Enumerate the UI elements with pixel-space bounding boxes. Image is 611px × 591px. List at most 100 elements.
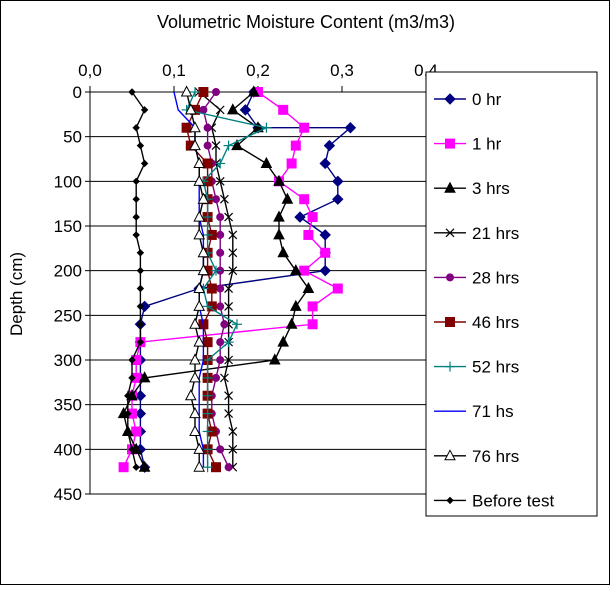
point-5-21 bbox=[211, 462, 221, 473]
point-8-11 bbox=[193, 281, 206, 294]
point-6-8 bbox=[202, 229, 213, 240]
point-6-4 bbox=[215, 158, 226, 169]
point-1-19 bbox=[131, 426, 142, 437]
point-8-0 bbox=[180, 85, 193, 97]
point-6-10 bbox=[211, 265, 221, 276]
legend-marker-1 bbox=[445, 138, 455, 149]
point-2-6 bbox=[281, 192, 294, 204]
legend-label-3: 21 hrs bbox=[472, 224, 519, 243]
point-3-16 bbox=[219, 373, 229, 383]
point-2-14 bbox=[277, 335, 290, 347]
point-1-1 bbox=[278, 104, 289, 115]
point-9-19 bbox=[124, 427, 132, 436]
point-9-20 bbox=[128, 445, 136, 454]
point-3-5 bbox=[215, 176, 225, 186]
point-1-10 bbox=[299, 265, 310, 276]
point-6-14 bbox=[223, 337, 234, 348]
point-5-0 bbox=[198, 87, 209, 97]
legend-marker-9 bbox=[446, 496, 454, 505]
legend-label-8: 76 hrs bbox=[472, 447, 519, 466]
legend-label-9: Before test bbox=[472, 491, 554, 510]
point-3-20 bbox=[228, 444, 238, 454]
point-5-4 bbox=[202, 158, 213, 169]
point-6-2 bbox=[261, 122, 272, 133]
point-2-5 bbox=[273, 174, 285, 186]
x-tick-label-0: 0,0 bbox=[78, 61, 102, 80]
point-0-3 bbox=[344, 122, 357, 134]
point-2-1 bbox=[226, 103, 239, 115]
point-9-5 bbox=[132, 177, 140, 186]
point-3-19 bbox=[228, 427, 238, 436]
point-3-8 bbox=[228, 230, 238, 240]
point-3-7 bbox=[224, 212, 234, 222]
point-1-3 bbox=[290, 140, 301, 151]
point-6-12 bbox=[202, 301, 213, 312]
point-3-6 bbox=[219, 194, 229, 204]
point-0-8 bbox=[294, 211, 306, 223]
point-3-17 bbox=[224, 391, 234, 401]
point-9-4 bbox=[140, 159, 149, 168]
point-1-21 bbox=[118, 462, 129, 473]
series-9 bbox=[124, 88, 149, 471]
point-0-19 bbox=[134, 407, 147, 420]
point-8-1 bbox=[184, 103, 197, 115]
point-2-12 bbox=[289, 299, 302, 311]
point-1-6 bbox=[299, 194, 310, 205]
series-line-8 bbox=[185, 91, 205, 468]
legend-marker-6 bbox=[445, 361, 455, 372]
point-9-1 bbox=[140, 106, 149, 114]
point-9-9 bbox=[136, 249, 145, 257]
point-9-11 bbox=[136, 284, 145, 293]
point-6-13 bbox=[232, 319, 242, 330]
series-line-9 bbox=[127, 91, 146, 468]
point-5-14 bbox=[202, 337, 213, 348]
point-8-10 bbox=[197, 264, 210, 276]
point-4-20 bbox=[216, 445, 225, 454]
legend: 0 hr 1 hr 3 hrs 21 hrs 28 hrs 46 hrs 52 hrs 71 … bbox=[425, 71, 598, 517]
point-6-7 bbox=[202, 212, 213, 223]
point-9-13 bbox=[136, 320, 145, 328]
point-2-10 bbox=[289, 264, 302, 276]
point-8-3 bbox=[189, 139, 201, 151]
point-2-16 bbox=[138, 371, 151, 383]
point-8-14 bbox=[193, 335, 206, 347]
point-9-15 bbox=[128, 356, 136, 364]
point-0-11 bbox=[319, 264, 331, 277]
legend-label-1: 1 hr bbox=[472, 135, 502, 154]
point-8-8 bbox=[193, 228, 206, 240]
legend-label-6: 52 hrs bbox=[472, 358, 519, 377]
point-3-12 bbox=[224, 301, 234, 311]
point-4-15 bbox=[216, 356, 225, 364]
legend-marker-8 bbox=[444, 449, 456, 461]
point-4-9 bbox=[216, 248, 225, 257]
point-3-3 bbox=[211, 141, 221, 151]
point-0-18 bbox=[134, 390, 147, 402]
point-1-8 bbox=[303, 229, 314, 240]
point-8-19 bbox=[189, 424, 201, 436]
y-tick-label-5: 250 bbox=[54, 306, 82, 325]
point-3-9 bbox=[228, 248, 238, 258]
point-1-7 bbox=[307, 212, 318, 223]
legend-marker-3 bbox=[445, 228, 455, 238]
point-8-4 bbox=[193, 156, 206, 168]
point-0-1 bbox=[239, 104, 252, 116]
y-tick-label-2: 100 bbox=[54, 172, 82, 191]
point-4-14 bbox=[216, 338, 225, 347]
point-2-3 bbox=[231, 139, 243, 151]
point-9-7 bbox=[132, 213, 140, 221]
legend-label-5: 46 hrs bbox=[472, 313, 519, 332]
point-6-20 bbox=[202, 444, 213, 455]
point-4-1 bbox=[199, 105, 208, 114]
y-tick-label-7: 350 bbox=[54, 396, 82, 415]
point-6-19 bbox=[202, 426, 213, 437]
x-tick-label-3: 0,3 bbox=[330, 61, 354, 80]
y-axis-label: Depth (cm) bbox=[7, 252, 26, 336]
point-1-4 bbox=[286, 158, 297, 169]
point-6-16 bbox=[202, 372, 213, 383]
point-8-17 bbox=[184, 389, 197, 401]
point-1-9 bbox=[320, 247, 331, 258]
legend-label-2: 3 hrs bbox=[472, 179, 510, 198]
x-tick-label-2: 0,2 bbox=[246, 61, 270, 80]
